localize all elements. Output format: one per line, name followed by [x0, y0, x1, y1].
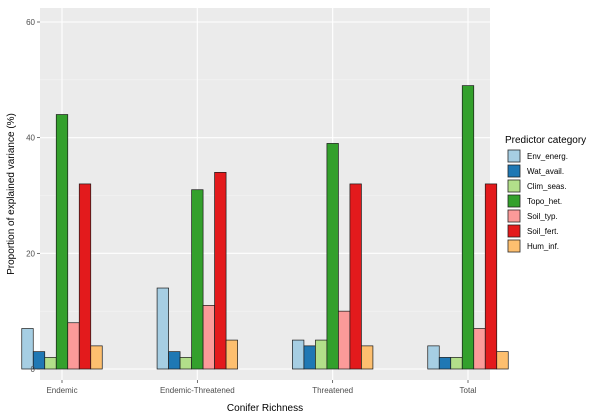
bar-topo-het-endemic — [55, 114, 69, 370]
bar-clim-seas-threatened — [315, 339, 328, 370]
bar-soil-typ-endemic — [67, 322, 80, 370]
bar-hum-inf-total — [496, 351, 509, 370]
legend-title: Predictor category — [505, 135, 586, 146]
plot-panel — [40, 8, 490, 380]
y-axis-title: Proportion of explained variance (%) — [6, 113, 17, 275]
y-tick-label: 40 — [26, 134, 35, 143]
bar-hum-inf-endemic-threatened — [225, 339, 238, 370]
bar-soil-fert-total — [484, 183, 498, 370]
y-tick-labels: 0 20 40 60 — [26, 18, 40, 374]
legend-swatch — [507, 149, 521, 163]
bar-env-energ-threatened — [292, 339, 305, 370]
bar-hum-inf-endemic — [90, 345, 103, 370]
legend-swatch — [507, 239, 521, 253]
x-tick-labels: Endemic Endemic-Threatened Threatened Total — [46, 380, 477, 395]
bar-env-energ-total — [427, 345, 440, 370]
legend-label: Topo_het. — [527, 197, 562, 206]
bar-soil-typ-threatened — [338, 310, 351, 370]
y-tick-label: 0 — [31, 365, 36, 374]
bar-wat-avail-total — [438, 357, 452, 370]
bar-soil-typ-endemic-threatened — [202, 305, 215, 370]
bar-hum-inf-threatened — [361, 345, 374, 370]
legend-label: Hum_inf. — [527, 242, 559, 251]
bar-wat-avail-threatened — [303, 345, 316, 370]
x-axis-title: Conifer Richness — [227, 403, 303, 414]
legend-swatch — [507, 194, 521, 208]
legend-label: Soil_typ. — [527, 212, 558, 221]
bar-soil-fert-endemic — [78, 183, 92, 370]
x-tick-label: Threatened — [312, 386, 353, 395]
y-tick-label: 60 — [26, 18, 35, 27]
bar-soil-fert-threatened — [349, 183, 362, 370]
bar-topo-het-total — [461, 85, 475, 370]
legend-swatch — [507, 164, 521, 178]
legend-swatch — [507, 209, 521, 223]
x-tick-label: Endemic — [46, 386, 77, 395]
legend-swatch — [507, 179, 521, 193]
legend-label: Wat_avail. — [527, 167, 564, 176]
bar-clim-seas-endemic-threatened — [179, 357, 192, 370]
bar-clim-seas-endemic — [44, 357, 57, 370]
bar-soil-fert-endemic-threatened — [214, 172, 227, 370]
legend-swatch — [507, 224, 521, 238]
x-tick-label: Endemic-Threatened — [160, 386, 235, 395]
bar-topo-het-threatened — [326, 143, 339, 370]
legend-label: Clim_seas. — [527, 182, 567, 191]
legend-label: Soil_fert. — [527, 227, 559, 236]
legend: Predictor category Env_energ. Wat_avail. C… — [505, 135, 586, 253]
bar-env-energ-endemic — [21, 328, 34, 370]
x-tick-label: Total — [460, 386, 477, 395]
legend-label: Env_energ. — [527, 152, 568, 161]
bar-soil-typ-total — [473, 328, 486, 370]
bar-env-energ-endemic-threatened — [156, 287, 169, 370]
bar-wat-avail-endemic-threatened — [168, 351, 181, 370]
y-tick-label: 20 — [26, 249, 35, 258]
bars — [21, 85, 509, 370]
bar-clim-seas-total — [450, 357, 463, 370]
bar-topo-het-endemic-threatened — [191, 189, 204, 370]
